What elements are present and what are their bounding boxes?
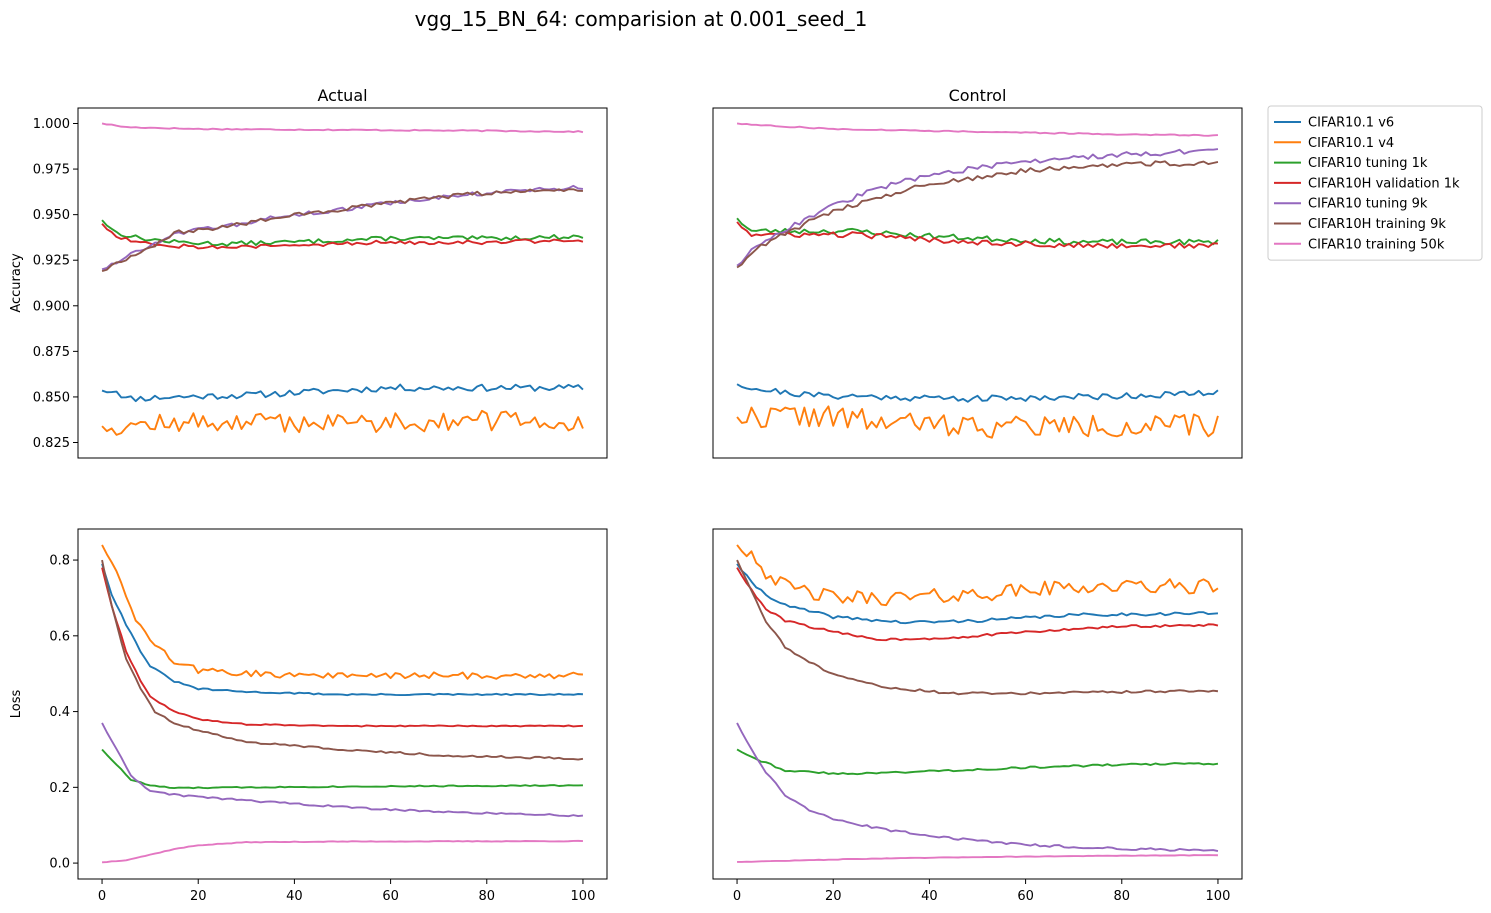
series-line-5 bbox=[101, 188, 583, 273]
series-line-1 bbox=[736, 405, 1219, 439]
legend-label: CIFAR10 training 50k bbox=[1308, 237, 1445, 252]
x-tick-label: 60 bbox=[1017, 889, 1034, 904]
legend-label: CIFAR10.1 v4 bbox=[1308, 136, 1394, 151]
series-line-4 bbox=[101, 722, 584, 818]
y-axis-label: Accuracy bbox=[9, 253, 24, 313]
series-line-0 bbox=[736, 563, 1219, 625]
subplot-actual-accuracy: 0.825 0.850 0.875 0.900 0.925 0.950 0.975 1.000… bbox=[9, 86, 608, 459]
legend-label: CIFAR10H validation 1k bbox=[1308, 176, 1460, 191]
legend-label: CIFAR10.1 v6 bbox=[1308, 116, 1394, 131]
series-lines bbox=[736, 122, 1219, 439]
series-line-6 bbox=[101, 839, 583, 864]
legend: CIFAR10.1 v6 CIFAR10.1 v4 CIFAR10 tuning 1… bbox=[1267, 105, 1483, 261]
x-tick-label: 40 bbox=[286, 889, 303, 904]
legend-entry: CIFAR10H validation 1k bbox=[1274, 176, 1460, 191]
y-tick-label: 0.2 bbox=[49, 781, 70, 796]
series-line-5 bbox=[736, 160, 1219, 269]
legend-label: CIFAR10H training 9k bbox=[1308, 217, 1446, 232]
subplot-control-loss: 0 20 40 60 80 100 bbox=[712, 528, 1243, 904]
x-tick-label: 20 bbox=[190, 889, 207, 904]
x-tick-label: 60 bbox=[382, 889, 399, 904]
y-tick-label: 0.8 bbox=[49, 554, 70, 569]
x-tick-label: 0 bbox=[733, 889, 741, 904]
x-tick-label: 0 bbox=[98, 889, 106, 904]
legend-box bbox=[1267, 105, 1483, 261]
y-tick-label: 0.4 bbox=[49, 705, 70, 720]
series-line-1 bbox=[736, 544, 1219, 607]
series-line-6 bbox=[736, 122, 1219, 137]
series-line-2 bbox=[736, 748, 1219, 776]
x-tick-label: 80 bbox=[1113, 889, 1130, 904]
x-tick-label: 100 bbox=[1206, 889, 1231, 904]
series-line-3 bbox=[101, 223, 584, 250]
legend-label: CIFAR10 tuning 9k bbox=[1308, 197, 1428, 212]
x-tick-label: 20 bbox=[825, 889, 842, 904]
y-tick-label: 1.000 bbox=[33, 117, 70, 132]
y-axis-label: Loss bbox=[9, 690, 24, 719]
subplot-title: Control bbox=[949, 86, 1007, 105]
y-tick-label: 0.875 bbox=[33, 345, 70, 360]
x-tick-label: 100 bbox=[571, 889, 596, 904]
axes-frame bbox=[712, 528, 1243, 880]
series-lines bbox=[101, 122, 584, 436]
y-tick-label: 0.950 bbox=[33, 208, 70, 223]
series-line-3 bbox=[101, 567, 583, 728]
series-line-3 bbox=[736, 567, 1219, 642]
series-line-0 bbox=[736, 383, 1219, 403]
axes-frame bbox=[77, 528, 608, 880]
y-tick-label: 0.975 bbox=[33, 163, 70, 178]
subplot-control-accuracy: Control bbox=[712, 86, 1243, 459]
legend-label: CIFAR10 tuning 1k bbox=[1308, 156, 1428, 171]
series-line-5 bbox=[101, 559, 584, 761]
legend-entry: CIFAR10.1 v6 bbox=[1274, 116, 1394, 131]
axes-frame bbox=[77, 107, 608, 459]
series-lines bbox=[736, 544, 1219, 863]
subplot-grid: 0.825 0.850 0.875 0.900 0.925 0.950 0.975 1.000… bbox=[9, 86, 1243, 904]
y-tick-label: 0.0 bbox=[49, 857, 70, 872]
legend-entry: CIFAR10 tuning 9k bbox=[1274, 197, 1428, 212]
series-lines bbox=[101, 544, 584, 864]
series-line-0 bbox=[101, 563, 583, 697]
series-line-6 bbox=[101, 122, 584, 134]
x-tick-label: 80 bbox=[478, 889, 495, 904]
legend-entry: CIFAR10.1 v4 bbox=[1274, 136, 1394, 151]
y-tick-label: 0.850 bbox=[33, 390, 70, 405]
series-line-0 bbox=[101, 383, 584, 403]
series-line-6 bbox=[737, 854, 1218, 863]
series-line-2 bbox=[101, 219, 584, 247]
legend-entry: CIFAR10 tuning 1k bbox=[1274, 156, 1428, 171]
y-tick-label: 0.900 bbox=[33, 299, 70, 314]
y-tick-label: 0.825 bbox=[33, 436, 70, 451]
x-tick-label: 40 bbox=[921, 889, 938, 904]
legend-entry: CIFAR10H training 9k bbox=[1274, 217, 1446, 232]
subplot-title: Actual bbox=[317, 86, 367, 105]
y-tick-label: 0.925 bbox=[33, 254, 70, 269]
subplot-actual-loss: 0.0 0.2 0.4 0.6 0.8 0 20 40 60 80 100 Loss bbox=[9, 528, 608, 904]
series-line-5 bbox=[736, 559, 1219, 696]
series-line-1 bbox=[101, 409, 584, 436]
series-line-1 bbox=[101, 544, 584, 680]
figure-suptitle: vgg_15_BN_64: comparision at 0.001_seed_… bbox=[415, 7, 868, 31]
series-line-4 bbox=[736, 722, 1219, 852]
series-line-3 bbox=[736, 221, 1219, 249]
series-line-4 bbox=[736, 148, 1219, 267]
series-line-2 bbox=[736, 217, 1219, 246]
series-line-2 bbox=[101, 748, 583, 790]
y-tick-label: 0.6 bbox=[49, 629, 70, 644]
axes-frame bbox=[712, 107, 1243, 459]
legend-entry: CIFAR10 training 50k bbox=[1274, 237, 1445, 252]
